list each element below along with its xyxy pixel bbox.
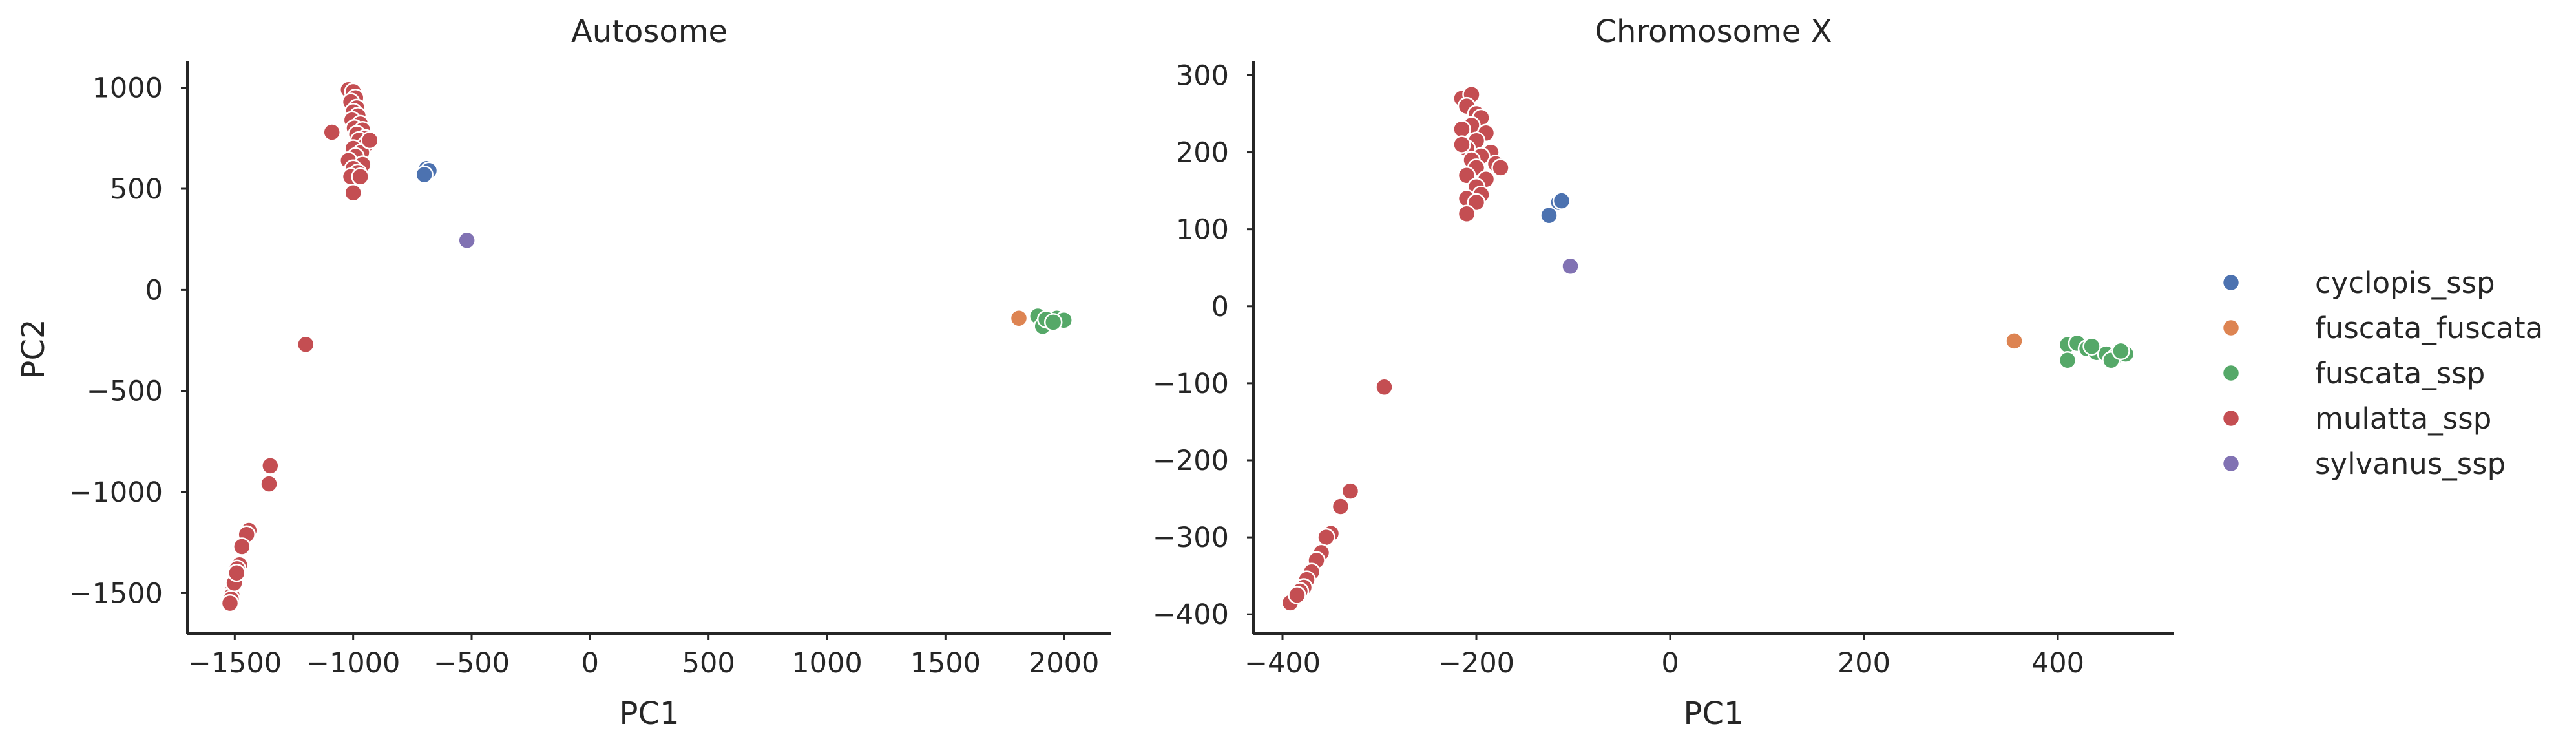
data-point: [1452, 135, 1471, 154]
series-sylvanus_ssp: [1561, 257, 1580, 276]
legend-label: sylvanus_ssp: [2315, 447, 2506, 481]
y-tick-label: 200: [1176, 137, 1229, 169]
data-point: [322, 123, 341, 142]
data-point: [2111, 341, 2130, 361]
data-point: [1043, 313, 1063, 332]
y-tick-label: −1000: [69, 476, 163, 509]
data-point: [261, 456, 280, 475]
panel-title: Chromosome X: [1595, 14, 1832, 50]
x-tick-label: 2000: [1029, 647, 1099, 679]
series-fuscata_fuscata: [1009, 308, 1029, 328]
data-point: [1009, 308, 1029, 328]
y-tick-label: −300: [1153, 522, 1229, 554]
panel-chromosome-x: Chromosome X PC1 −400 −200 0 200 400 −400 −300…: [1153, 14, 2174, 732]
data-point: [1341, 482, 1360, 500]
data-point: [2058, 350, 2077, 370]
legend-marker: [2221, 318, 2241, 337]
data-point: [227, 563, 246, 582]
y-tick-label: −200: [1153, 445, 1229, 477]
data-point: [2082, 337, 2101, 356]
x-tick-label: 200: [1838, 647, 1890, 679]
legend-item-sylvanus_ssp: sylvanus_ssp: [2221, 447, 2506, 481]
legend-item-fuscata_fuscata: fuscata_fuscata: [2221, 311, 2543, 345]
x-tick-label: −200: [1438, 647, 1514, 679]
x-tick-label: −500: [434, 647, 510, 679]
y-tick-label: −500: [87, 376, 163, 408]
legend-label: fuscata_fuscata: [2315, 311, 2543, 345]
x-tick-label: 500: [682, 647, 735, 679]
y-tick-label: 300: [1176, 59, 1229, 92]
y-tick-label: 1000: [92, 72, 163, 105]
legend-marker: [2221, 363, 2241, 383]
y-tick-label: −1500: [69, 577, 163, 610]
series-sylvanus_ssp: [457, 231, 476, 250]
series-cyclopis_ssp: [1540, 191, 1571, 225]
data-point: [1375, 378, 1394, 397]
x-tick-label: −1000: [306, 647, 400, 679]
series-fuscata_ssp: [2058, 334, 2135, 370]
panel-title: Autosome: [571, 14, 728, 50]
x-tick-label: 1000: [791, 647, 862, 679]
legend-item-fuscata_ssp: fuscata_ssp: [2221, 356, 2485, 390]
series-mulatta_ssp: [1281, 85, 1510, 612]
x-tick-label: 0: [1661, 647, 1679, 679]
data-point: [457, 231, 476, 250]
x-tick-label: −1500: [188, 647, 282, 679]
legend-label: cyclopis_ssp: [2315, 266, 2495, 300]
data-point: [233, 537, 251, 556]
legend-item-cyclopis_ssp: cyclopis_ssp: [2221, 266, 2495, 300]
legend-marker: [2221, 273, 2241, 292]
panel-autosome: Autosome PC1 PC2 −1500 −1000 −500 0 500 1000 1…: [16, 14, 1111, 732]
y-tick-label: −400: [1153, 599, 1229, 631]
y-tick-label: −100: [1153, 368, 1229, 400]
data-point: [344, 184, 362, 202]
x-tick-label: 400: [2031, 647, 2084, 679]
data-point: [220, 593, 240, 613]
data-point: [1491, 158, 1510, 177]
legend-label: mulatta_ssp: [2315, 401, 2491, 436]
y-axis-label: PC2: [16, 319, 52, 379]
legend-marker: [2221, 454, 2241, 473]
series-fuscata_ssp: [1029, 306, 1073, 336]
data-point: [1561, 257, 1580, 276]
x-tick-label: 1500: [910, 647, 981, 679]
data-point: [297, 335, 315, 354]
legend: cyclopis_ssp fuscata_fuscata fuscata_sspmu…: [2221, 266, 2543, 481]
x-tick-label: 0: [581, 647, 599, 679]
data-point: [1457, 204, 1476, 224]
data-point: [260, 475, 278, 493]
series-fuscata_fuscata: [2005, 332, 2024, 350]
data-point: [1288, 586, 1306, 604]
data-point: [1552, 191, 1571, 210]
legend-item-mulatta_ssp: mulatta_ssp: [2221, 401, 2491, 436]
y-tick-label: 0: [1211, 291, 1229, 323]
data-point: [361, 131, 379, 150]
y-tick-label: 500: [110, 173, 163, 206]
data-point: [1540, 206, 1558, 225]
y-tick-label: 0: [145, 274, 163, 306]
data-point: [1452, 120, 1471, 139]
x-axis-label: PC1: [1684, 696, 1744, 732]
x-axis-label: PC1: [620, 696, 680, 732]
legend-marker: [2221, 409, 2241, 428]
legend-label: fuscata_ssp: [2315, 356, 2485, 390]
data-point: [1317, 528, 1335, 547]
data-point: [351, 167, 370, 186]
series-mulatta_ssp: [220, 80, 379, 613]
series-cyclopis_ssp: [415, 159, 439, 184]
x-tick-label: −400: [1244, 647, 1321, 679]
data-point: [2005, 332, 2024, 350]
data-point: [415, 165, 434, 184]
data-point: [1331, 497, 1350, 516]
y-tick-label: 100: [1176, 214, 1229, 246]
